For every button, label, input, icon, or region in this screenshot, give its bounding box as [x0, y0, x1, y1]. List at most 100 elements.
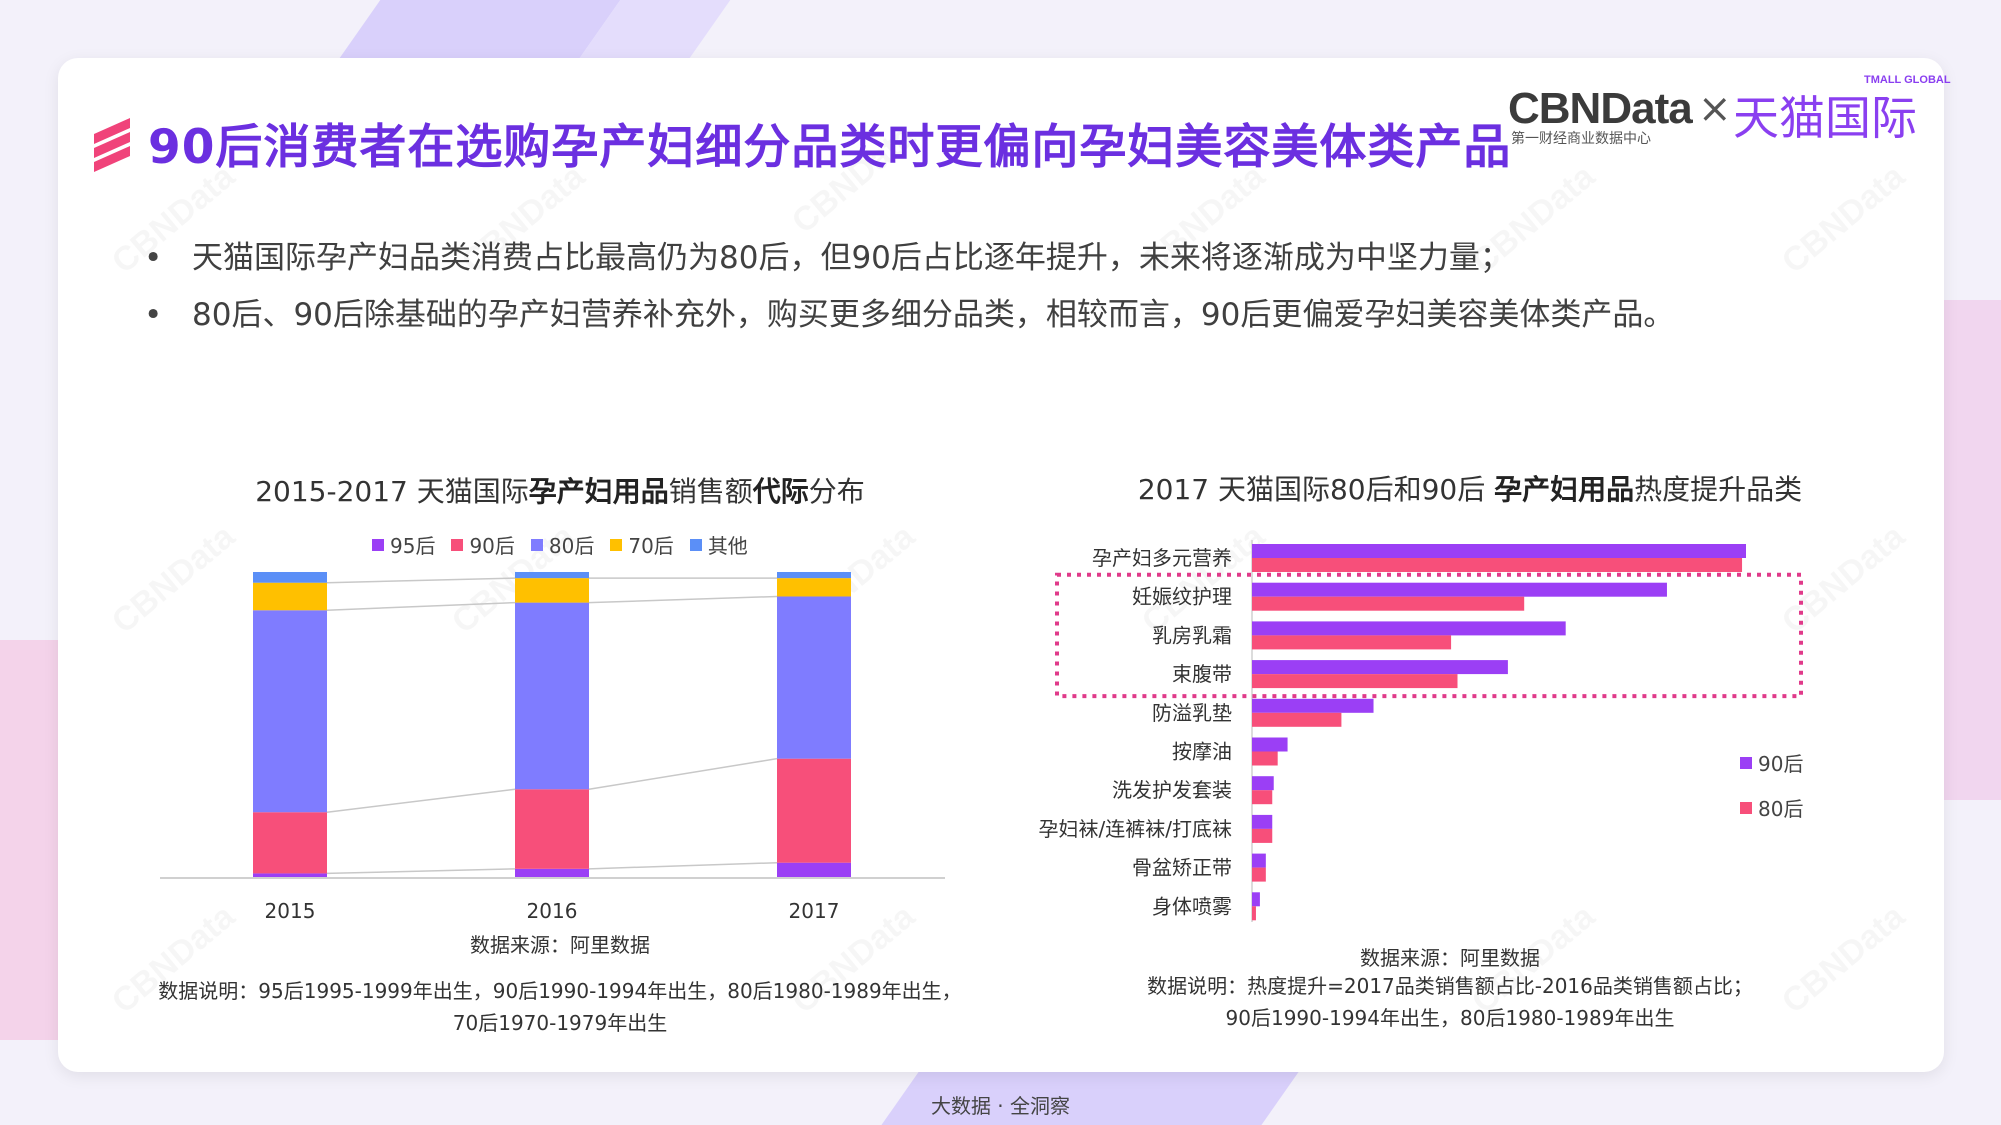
series-connector-line [326, 577, 516, 584]
note-line: 数据说明：热度提升=2017品类销售额占比-2016品类销售额占比； [1147, 974, 1753, 998]
horizontal-bar-chart: 孕产妇多元营养妊娠纹护理乳房乳霜束腹带防溢乳垫按摩油洗发护发套装孕妇袜/连裤袜/… [1039, 540, 1803, 922]
logo-times-sign: × [1698, 86, 1732, 132]
legend-swatch [1740, 756, 1752, 769]
legend-label: 90后 [1758, 752, 1804, 776]
summary-bullets: 天猫国际孕产妇品类消费占比最高仍为80后，但90后占比逐年提升，未来将逐渐成为中… [144, 230, 1674, 344]
stacked-bar-chart: 2015 2016 2017 [160, 572, 945, 923]
legend-label: 80后 [548, 534, 595, 558]
legend-item: 90后 [1740, 740, 1803, 785]
stacked-bar-segment [777, 578, 851, 597]
horizontal-bar [1252, 892, 1260, 907]
tmall-logo-text: 天猫国际 [1733, 91, 1917, 145]
legend-label: 其他 [707, 534, 748, 558]
horizontal-bar [1252, 712, 1342, 727]
horizontal-bar [1252, 737, 1288, 752]
title-bold: 孕产妇用品 [528, 475, 669, 508]
left-chart-legend: 95后 90后 80后 70后 其他 [372, 530, 748, 559]
y-tick-label: 洗发护发套装 [1112, 778, 1232, 802]
right-chart-legend: 90后 80后 [1740, 740, 1803, 830]
legend-item: 其他 [689, 530, 748, 559]
left-description-note: 数据说明：95后1995-1999年出生，90后1990-1994年出生，80后… [100, 975, 1020, 1039]
series-connector-line [588, 757, 778, 791]
y-tick-label: 按摩油 [1172, 740, 1232, 764]
stacked-bar-segment [777, 862, 851, 878]
left-source-note: 数据来源：阿里数据 [470, 933, 650, 957]
horizontal-bar [1252, 751, 1278, 766]
legend-swatch [372, 538, 384, 551]
legend-swatch [530, 538, 543, 551]
title-part: 分布 [808, 475, 865, 508]
stacked-bar-segment [777, 572, 851, 579]
y-tick-label: 身体喷雾 [1152, 894, 1232, 918]
y-tick-label: 骨盆矫正带 [1132, 856, 1232, 880]
stacked-bar-segment [515, 602, 589, 790]
cbndata-logo-subtitle: 第一财经商业数据中心 [1511, 131, 1651, 147]
legend-item: 80后 [530, 530, 595, 559]
horizontal-bar [1252, 596, 1525, 611]
title-stripes-icon [94, 118, 130, 172]
stacked-bar-segment [515, 578, 589, 603]
stacked-bar-segment [253, 873, 327, 878]
title-bold: 孕产妇用品 [1494, 473, 1635, 506]
y-tick-label: 孕妇袜/连裤袜/打底袜 [1039, 817, 1232, 841]
legend-item: 70后 [610, 530, 674, 559]
title-part: 2015-2017 天猫国际 [255, 475, 529, 508]
bg-stripe [339, 0, 621, 58]
stacked-bar-segment [777, 758, 851, 863]
brand-logo: CBNData 第一财经商业数据中心 × 天猫国际 TMALL GLOBAL [1508, 74, 1951, 154]
legend-item: 80后 [1740, 785, 1803, 830]
title-part: 2017 天猫国际80后和90后 [1137, 473, 1495, 506]
legend-label: 80后 [1758, 797, 1804, 821]
horizontal-bar [1252, 660, 1508, 675]
y-tick-label: 乳房乳霜 [1152, 623, 1232, 647]
legend-swatch [610, 538, 623, 551]
legend-swatch [1740, 801, 1752, 814]
left-chart-title: 2015-2017 天猫国际孕产妇用品销售额代际分布 [160, 470, 960, 510]
y-tick-label: 防溢乳垫 [1152, 701, 1232, 725]
tmall-global-label: TMALL GLOBAL [1864, 74, 1951, 86]
horizontal-bar [1252, 867, 1266, 882]
stacked-bar-segment [515, 572, 589, 579]
legend-item: 95后 [372, 530, 435, 559]
x-tick-label: 2017 [789, 899, 840, 923]
series-connector-line [326, 788, 516, 813]
stacked-bar-segment [253, 582, 327, 611]
stacked-bar-segment [253, 610, 327, 813]
x-tick-label: 2015 [265, 899, 316, 923]
series-connector-line [588, 595, 778, 604]
highlight-box [1055, 572, 1803, 699]
legend-swatch [451, 538, 464, 551]
horizontal-bar [1252, 828, 1273, 843]
legend-swatch [689, 538, 702, 551]
title-part: 销售额 [668, 475, 753, 508]
note-line: 70后1970-1979年出生 [452, 1011, 668, 1035]
horizontal-bar [1252, 621, 1566, 636]
y-tick-label: 束腹带 [1172, 662, 1232, 686]
series-connector-line [326, 868, 516, 875]
right-description-note: 数据说明：热度提升=2017品类销售额占比-2016品类销售额占比； 90后19… [1050, 970, 1850, 1034]
y-tick-label: 孕产妇多元营养 [1092, 546, 1232, 570]
note-line: 90后1990-1994年出生，80后1980-1989年出生 [1225, 1006, 1675, 1030]
stacked-bar-segment [253, 812, 327, 874]
bg-stripe [0, 640, 58, 1040]
legend-label: 95后 [390, 534, 436, 558]
series-connector-line [326, 601, 516, 611]
title-part: 热度提升品类 [1634, 473, 1803, 506]
stacked-bar-segment [515, 789, 589, 869]
horizontal-bar [1252, 674, 1458, 689]
bg-stripe [1944, 300, 2001, 800]
legend-label: 70后 [628, 534, 674, 558]
horizontal-bar [1252, 635, 1452, 650]
legend-item: 90后 [451, 530, 515, 559]
cbndata-logo-text: CBNData [1508, 84, 1693, 133]
bullet-item: 80后、90后除基础的孕产妇营养补充外，购买更多细分品类，相较而言，90后更偏爱… [144, 287, 1674, 344]
horizontal-bar [1252, 558, 1743, 572]
y-tick-label: 妊娠纹护理 [1132, 585, 1232, 609]
horizontal-bar [1252, 853, 1266, 868]
legend-label: 90后 [469, 534, 515, 558]
right-chart-title: 2017 天猫国际80后和90后 孕产妇用品热度提升品类 [1040, 468, 1900, 508]
right-source-note: 数据来源：阿里数据 [1360, 946, 1540, 970]
horizontal-bar [1252, 698, 1374, 713]
bullet-item: 天猫国际孕产妇品类消费占比最高仍为80后，但90后占比逐年提升，未来将逐渐成为中… [144, 230, 1674, 287]
